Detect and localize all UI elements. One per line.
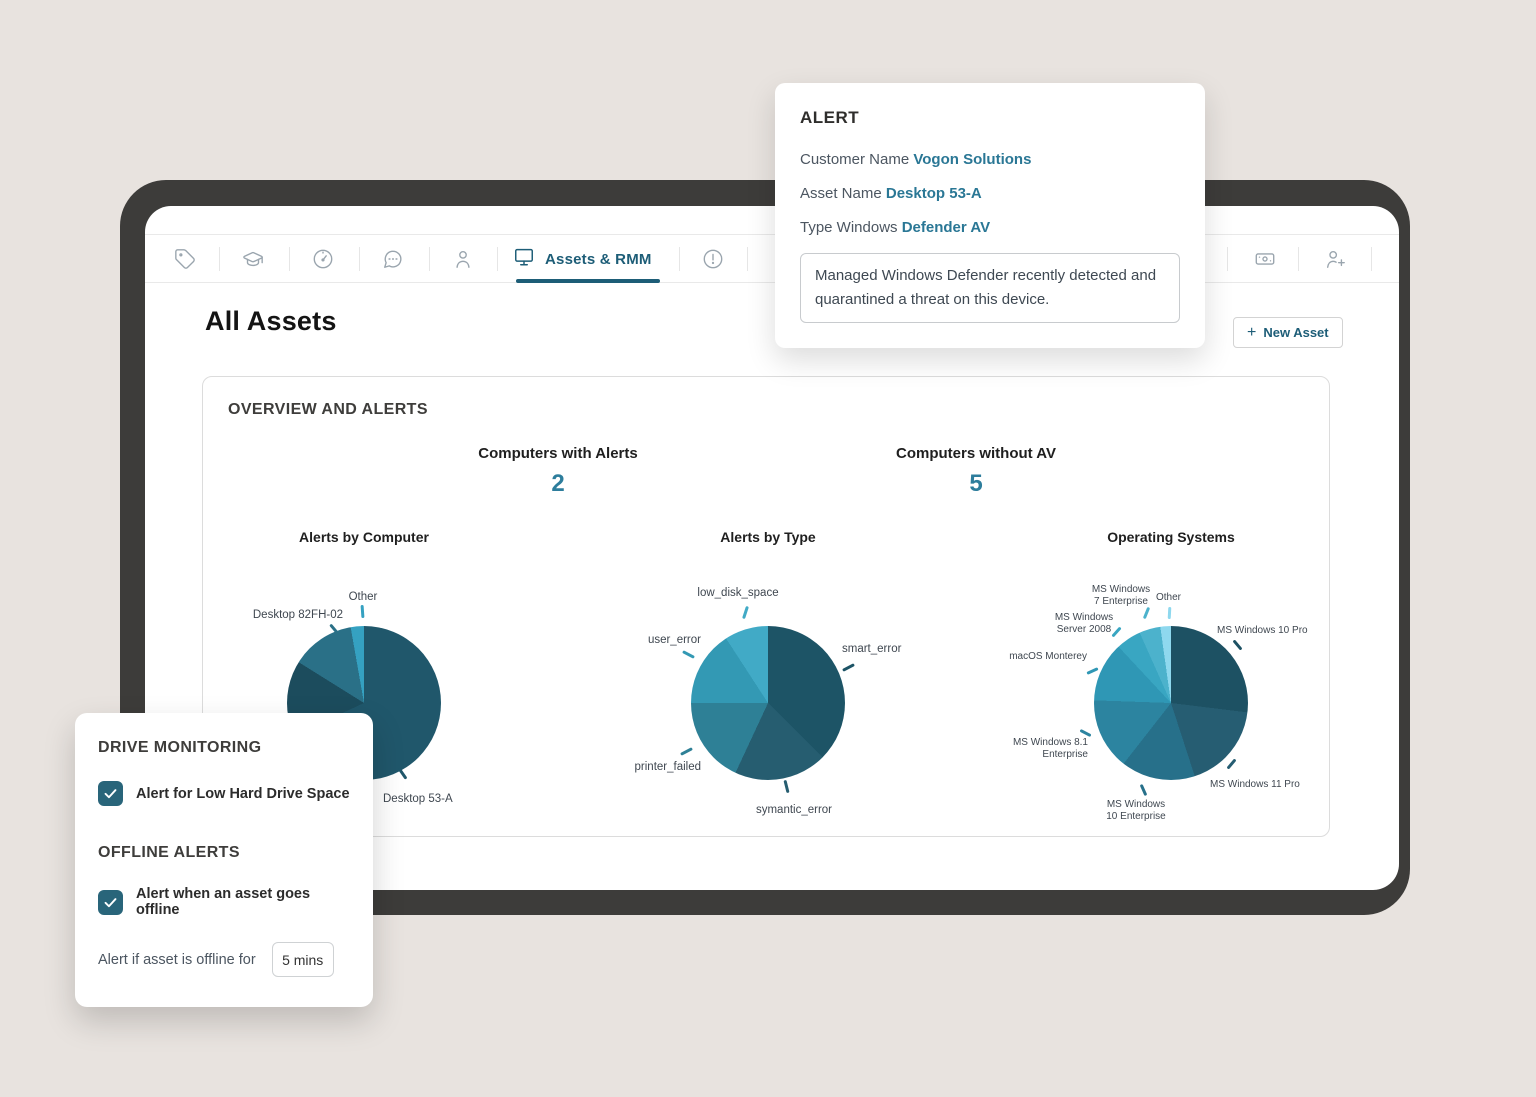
pie-label: Desktop 82FH-02	[252, 609, 343, 621]
pie-label: Other	[1156, 592, 1182, 603]
field-label: Type Windows	[800, 219, 898, 236]
label-tick	[742, 605, 749, 620]
checkmark-icon	[104, 897, 117, 907]
field-label: Asset Name	[800, 185, 882, 202]
label-tick	[1086, 667, 1099, 675]
nav-divider	[679, 247, 680, 271]
label-tick	[360, 604, 365, 619]
av-type-link[interactable]: Defender AV	[901, 219, 991, 236]
stat-computers-without-av: Computers without AV 5	[851, 445, 1101, 498]
monitoring-settings-card: DRIVE MONITORING Alert for Low Hard Driv…	[75, 713, 373, 1007]
top-navbar: Assets & RMM	[145, 234, 1399, 283]
alert-field-customer-name: Customer Name Vogon Solutions	[800, 151, 1180, 168]
pie-label: MS Windows 11 Pro	[1210, 779, 1300, 790]
plus-icon: +	[1247, 323, 1257, 341]
label-tick	[1079, 728, 1092, 738]
pie-label: symantic_error	[755, 804, 833, 816]
drive-alert-row: Alert for Low Hard Drive Space	[98, 781, 350, 806]
drive-alert-checkbox[interactable]	[98, 781, 123, 806]
customer-name-link[interactable]: Vogon Solutions	[913, 151, 1032, 168]
pie-operating-systems	[1094, 626, 1248, 780]
pie-label: MS Windows 8.1 Enterprise	[1012, 737, 1088, 760]
nav-divider	[1298, 247, 1299, 271]
alert-field-type: Type Windows Defender AV	[800, 219, 1180, 236]
alert-circle-icon[interactable]	[702, 248, 724, 270]
pie-label: user_error	[647, 634, 701, 646]
label-tick	[1167, 606, 1172, 620]
pie-label: MS Windows 7 Enterprise	[1091, 584, 1151, 607]
offline-alert-checkbox[interactable]	[98, 889, 123, 915]
chat-icon[interactable]	[382, 248, 404, 270]
label-tick	[1139, 783, 1148, 797]
nav-divider	[1371, 247, 1372, 271]
pie-label: MS Windows Server 2008	[1054, 612, 1114, 635]
tab-assets-rmm-label: Assets & RMM	[545, 250, 652, 268]
nav-divider	[219, 247, 220, 271]
pie-label: MS Windows 10 Enterprise	[1106, 799, 1166, 822]
overview-heading: OVERVIEW AND ALERTS	[228, 401, 428, 418]
offline-alerts-heading: OFFLINE ALERTS	[98, 844, 240, 861]
pie-label: low_disk_space	[697, 587, 779, 599]
new-asset-button-label: New Asset	[1263, 325, 1329, 340]
user-icon[interactable]	[452, 248, 474, 270]
label-tick	[682, 650, 695, 659]
nav-divider	[429, 247, 430, 271]
chart-title-alerts-by-type: Alerts by Type	[720, 529, 816, 545]
drive-alert-label: Alert for Low Hard Drive Space	[136, 785, 350, 802]
stat-value: 2	[551, 470, 565, 497]
stat-label: Computers with Alerts	[478, 445, 638, 462]
pie-label: printer_failed	[634, 761, 701, 773]
pie-label: Other	[348, 591, 378, 603]
field-label: Customer Name	[800, 151, 910, 168]
chart-title-alerts-by-computer: Alerts by Computer	[299, 529, 429, 545]
stat-value: 5	[969, 470, 983, 497]
overview-panel: OVERVIEW AND ALERTS Computers with Alert…	[202, 376, 1330, 837]
nav-divider	[497, 247, 498, 271]
label-tick	[1142, 606, 1151, 620]
chart-title-operating-systems: Operating Systems	[1107, 529, 1235, 545]
checkmark-icon	[104, 789, 117, 799]
alert-message-box: Managed Windows Defender recently detect…	[800, 253, 1180, 323]
nav-divider	[1227, 247, 1228, 271]
graduation-cap-icon[interactable]	[242, 248, 264, 270]
pie-label: MS Windows 10 Pro	[1217, 625, 1308, 636]
banknote-icon[interactable]	[1254, 248, 1276, 270]
tab-assets-rmm[interactable]: Assets & RMM	[513, 235, 652, 283]
offline-duration-input[interactable]: 5 mins	[271, 942, 334, 977]
pie-label: macOS Monterey	[1009, 651, 1087, 662]
offline-alert-label: Alert when an asset goes offline	[136, 886, 311, 918]
nav-divider	[747, 247, 748, 271]
label-tick	[1226, 758, 1237, 770]
label-tick	[842, 663, 855, 672]
stat-label: Computers without AV	[896, 445, 1056, 462]
pie-label: Desktop 53-A	[383, 793, 453, 805]
offline-duration-label: Alert if asset is offline for	[98, 951, 256, 968]
monitor-icon	[513, 246, 535, 273]
alert-card: ALERT Customer Name Vogon Solutions Asse…	[775, 83, 1205, 348]
alert-field-asset-name: Asset Name Desktop 53-A	[800, 185, 1180, 202]
nav-divider	[289, 247, 290, 271]
nav-divider	[359, 247, 360, 271]
asset-name-link[interactable]: Desktop 53-A	[885, 185, 982, 202]
label-tick	[680, 747, 693, 756]
gauge-icon[interactable]	[312, 248, 334, 270]
pie-alerts-by-type	[691, 626, 845, 780]
offline-duration-row: Alert if asset is offline for 5 mins	[98, 942, 350, 977]
label-tick	[783, 779, 790, 794]
page-title: All Assets	[205, 306, 337, 336]
pie-label: smart_error	[842, 643, 902, 655]
new-asset-button[interactable]: + New Asset	[1233, 317, 1343, 348]
alert-card-title: ALERT	[800, 108, 860, 127]
offline-alert-row: Alert when an asset goes offline	[98, 886, 350, 918]
drive-monitoring-heading: DRIVE MONITORING	[98, 739, 262, 756]
label-tick	[1232, 639, 1243, 651]
user-plus-icon[interactable]	[1324, 248, 1346, 270]
tag-icon[interactable]	[174, 248, 196, 270]
active-tab-underline	[516, 279, 660, 283]
stat-computers-with-alerts: Computers with Alerts 2	[433, 445, 683, 498]
